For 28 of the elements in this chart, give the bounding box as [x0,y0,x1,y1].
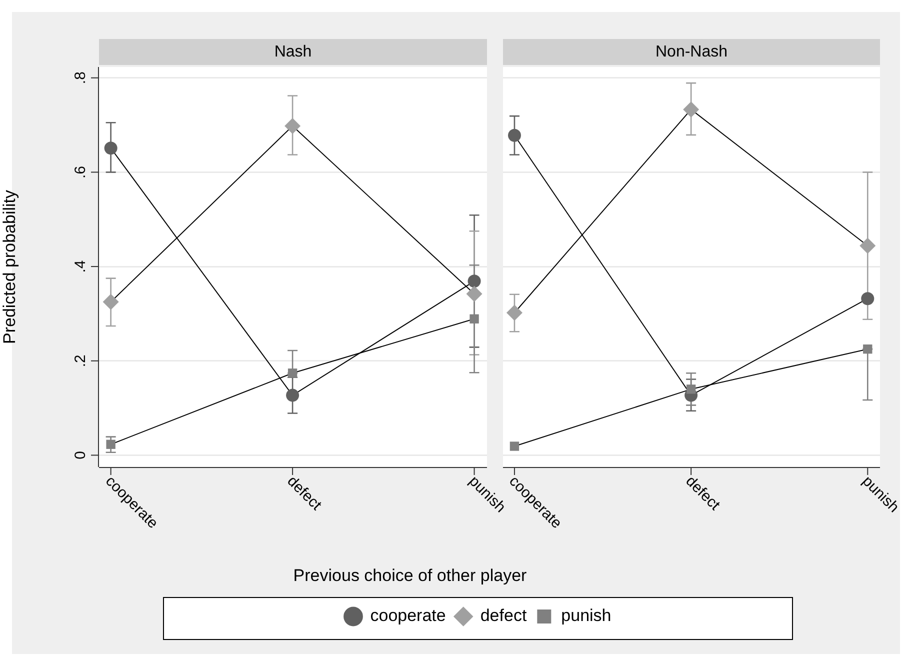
legend-label: punish [561,606,612,625]
point [104,142,118,155]
point [861,292,874,306]
y-tick-label: .2 [72,354,90,368]
point [510,442,520,451]
point [506,304,522,321]
point [863,344,872,354]
point [686,384,696,394]
point [284,118,301,134]
point [508,128,521,142]
point [683,101,700,118]
point [860,238,876,254]
point [468,274,481,288]
point [102,294,119,310]
y-tick-label: .6 [72,166,90,178]
legend-label: defect [480,606,527,625]
y-tick-label: 0 [72,451,90,460]
point [286,388,300,402]
x-axis-title: Previous choice of other player [292,566,528,586]
y-tick-label: .4 [72,260,90,273]
point [466,286,482,302]
legend-label: cooperate [370,606,446,625]
point [470,314,479,324]
chart-title: Non-Nash [655,43,728,60]
y-axis-title: Predicted probability [0,189,19,344]
y-tick-label: .8 [72,72,90,84]
point [288,368,298,378]
chart-title: Nash [274,43,312,60]
